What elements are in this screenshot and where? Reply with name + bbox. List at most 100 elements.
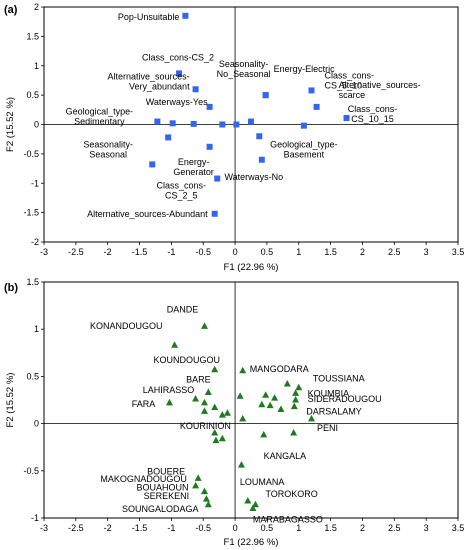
data-point-triangle (292, 389, 300, 396)
data-point-triangle (218, 434, 226, 442)
point-label: SOUNGALODAGA (122, 504, 199, 514)
point-label: BARE (186, 374, 211, 384)
y-tick-label: 1.5 (26, 277, 39, 287)
data-point-triangle (244, 497, 252, 504)
data-point-square (248, 118, 254, 125)
data-point-triangle (211, 365, 219, 373)
x-tick-label: -0.5 (195, 247, 211, 257)
y-axis-label: F2 (15.52 %) (5, 373, 16, 428)
point-label: Geological_type-Basement (270, 140, 338, 160)
data-point-square (214, 175, 221, 182)
x-tick-label: -0.5 (195, 523, 211, 533)
data-point-triangle (212, 436, 220, 444)
x-tick-label: 1 (296, 523, 301, 533)
x-tick-label: -3 (40, 523, 48, 533)
y-tick-label: 1 (34, 61, 39, 71)
y-tick-label: 1 (34, 324, 39, 334)
data-point-triangle (202, 495, 210, 502)
point-label: BOUERE (147, 466, 185, 476)
data-point-square (256, 133, 263, 140)
y-tick-label: -0.5 (23, 466, 39, 476)
panel-label: (b) (4, 282, 18, 294)
point-label: MAKOGNADOUGOU (100, 474, 187, 484)
data-point-square (262, 92, 269, 99)
data-point-triangle (192, 395, 200, 402)
data-point-triangle (165, 398, 173, 406)
y-tick-label: 2 (34, 2, 39, 12)
point-label: KOUMBIA (308, 388, 350, 398)
plot-frame (43, 281, 459, 519)
data-point-triangle (292, 396, 300, 403)
x-tick-label: -3 (40, 247, 48, 257)
data-point-square (176, 70, 183, 77)
x-tick-label: -1 (167, 523, 175, 533)
point-label: PENI (317, 423, 338, 433)
data-point-square (165, 134, 172, 141)
y-tick-label: -1.5 (23, 208, 39, 218)
y-tick-label: 0.5 (26, 371, 39, 381)
data-point-triangle (290, 429, 298, 436)
data-point-triangle (239, 366, 247, 374)
data-point-square (190, 120, 197, 127)
data-point-square (206, 103, 213, 110)
point-label: Waterways-No (224, 172, 283, 182)
point-label: Class_cons-CS_2_5 (156, 181, 206, 201)
point-label: MARABAGASSO (253, 515, 323, 525)
x-tick-label: 3 (424, 523, 429, 533)
x-axis-label: F1 (22.96 %) (224, 262, 279, 273)
x-tick-label: 0.5 (261, 247, 274, 257)
point-label: DARSALAMY (306, 407, 362, 417)
data-point-triangle (201, 407, 209, 414)
x-tick-label: 2 (360, 247, 365, 257)
data-point-triangle (262, 391, 270, 398)
x-tick-label: 2 (360, 523, 365, 533)
point-label: Alternative_sources-Very_abundant (108, 71, 191, 91)
point-label: DANDE (167, 304, 199, 314)
data-point-square (313, 103, 320, 110)
data-point-triangle (201, 322, 209, 329)
data-point-square (192, 86, 199, 93)
x-tick-label: -2.5 (68, 247, 84, 257)
panel-label: (a) (4, 4, 18, 16)
x-tick-label: 3 (424, 247, 429, 257)
panel-b-chart: -3 -2.5 -2 -1.5 -1 -0.5 0 0.5 1 1.5 2 2.5 3 3.5 -1 -0.5… (4, 277, 464, 548)
data-point-square (343, 115, 350, 122)
x-axis-label: F1 (22.96 %) (224, 537, 279, 548)
y-axis-label: F2 (15.52 %) (5, 97, 16, 152)
point-label: SEREKENI (144, 491, 190, 501)
data-point-triangle (236, 392, 244, 399)
x-tick-label: 0 (233, 247, 238, 257)
data-point-triangle (211, 403, 219, 411)
data-point-triangle (277, 405, 285, 412)
x-tick-label: 2.5 (388, 247, 401, 257)
data-point-triangle (295, 383, 303, 391)
data-point-triangle (201, 487, 209, 495)
y-tick-label: -0.5 (23, 149, 39, 159)
data-point-triangle (223, 409, 231, 416)
x-tick-label: 0.5 (261, 523, 274, 533)
point-label: Seasonality-Seasonal (83, 139, 133, 159)
x-tick-label: -1.5 (132, 247, 148, 257)
data-point-square (169, 120, 176, 127)
point-label: Energy-Generator (173, 157, 214, 177)
data-point-triangle (194, 474, 202, 481)
data-point-triangle (283, 379, 291, 387)
data-point-square (211, 210, 218, 217)
point-label: MANGODARA (250, 364, 309, 374)
data-point-triangle (249, 504, 257, 512)
point-label: Geological_type-Sedimentary (66, 107, 134, 127)
point-label: Alternative_sources-scarce (339, 80, 421, 100)
point-label: Class_cons-CS_10_15 (348, 104, 398, 124)
point-label: KANGALA (264, 451, 307, 461)
data-point-square (154, 118, 161, 125)
y-tick-label: -1 (31, 513, 39, 523)
data-point-square (308, 87, 315, 94)
data-point-square (219, 121, 226, 128)
data-point-triangle (204, 500, 212, 508)
y-tick-label: 0.5 (26, 90, 39, 100)
data-point-triangle (192, 481, 200, 489)
x-tick-label: -1.5 (132, 523, 148, 533)
point-label: FARA (132, 399, 156, 409)
data-point-triangle (237, 461, 245, 468)
point-label: Class_cons-CS_5_10 (325, 70, 375, 90)
